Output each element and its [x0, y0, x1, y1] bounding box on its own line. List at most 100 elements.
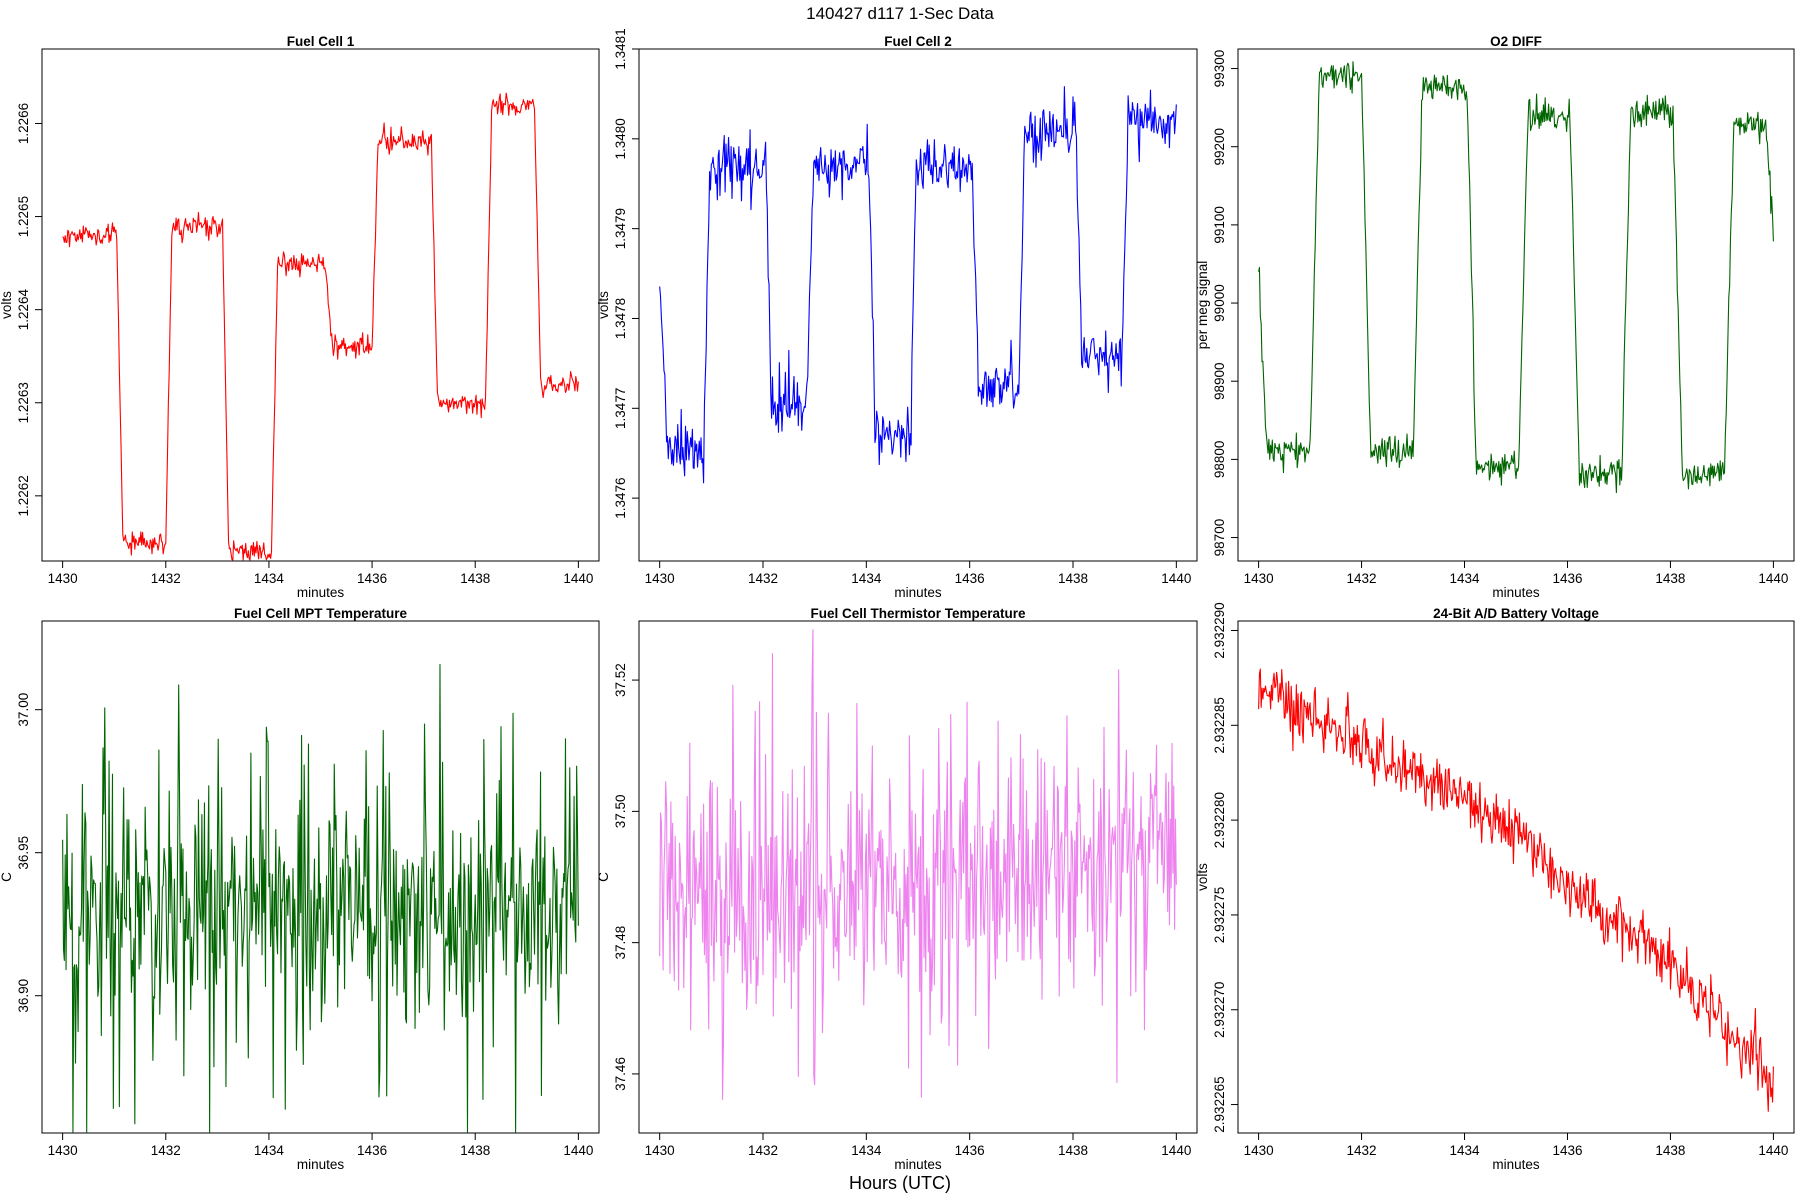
- x-tick-label: 1430: [48, 571, 78, 586]
- y-axis: 2.932265 2.932270 2.932275 2.932280 2.932285…: [1212, 602, 1238, 1133]
- y-tick-label: 1.3481: [613, 28, 628, 69]
- plot-frame: [41, 620, 600, 1134]
- y-tick-label: 98800: [1212, 441, 1227, 479]
- series-line: [62, 664, 579, 1133]
- x-tick-label: 1430: [1244, 571, 1274, 586]
- series-line: [659, 86, 1177, 484]
- x-tick-label: 1436: [955, 1143, 985, 1158]
- y-tick-label: 37.00: [16, 693, 31, 727]
- x-axis-label: minutes: [297, 1157, 345, 1172]
- panel-1: Fuel Cell 1 1430 1432 1434 1436 1438 1440 minut…: [0, 34, 600, 600]
- y-tick-label: 2.932285: [1212, 697, 1227, 753]
- panel-3: O2 DIFF 1430 1432 1434 1436 1438 1440 minutes 98…: [1195, 34, 1795, 600]
- y-axis: 1.3476 1.3477 1.3478 1.3479 1.3480 1.3481: [613, 28, 639, 519]
- x-tick-label: 1438: [1655, 571, 1685, 586]
- y-tick-label: 2.932290: [1212, 602, 1227, 658]
- x-tick-label: 1438: [1058, 1143, 1088, 1158]
- x-axis-label: minutes: [297, 585, 345, 600]
- x-axis-label: minutes: [1492, 1157, 1540, 1172]
- plot-frame: [638, 620, 1198, 1134]
- x-tick-label: 1440: [1161, 1143, 1191, 1158]
- x-tick-label: 1438: [1058, 571, 1088, 586]
- y-tick-label: 2.932270: [1212, 982, 1227, 1038]
- x-tick-label: 1432: [748, 571, 778, 586]
- y-tick-label: 98700: [1212, 519, 1227, 557]
- x-tick-label: 1434: [1449, 1143, 1480, 1158]
- series-line: [1258, 668, 1774, 1112]
- x-tick-label: 1434: [254, 571, 285, 586]
- x-tick-label: 1432: [1347, 571, 1377, 586]
- y-tick-label: 99300: [1212, 50, 1227, 88]
- y-axis: 36.90 36.95 37.00: [16, 693, 42, 1013]
- y-tick-label: 1.3480: [613, 118, 628, 159]
- panel-title: Fuel Cell 1: [287, 34, 355, 49]
- y-tick-label: 1.2262: [16, 475, 31, 516]
- x-tick-label: 1432: [748, 1143, 778, 1158]
- plot-frame: [1237, 620, 1795, 1134]
- y-axis: 98700 98800 98900 99000 99100 99200 99300: [1212, 50, 1238, 557]
- x-tick-label: 1430: [48, 1143, 78, 1158]
- x-tick-label: 1438: [460, 1143, 490, 1158]
- y-tick-label: 37.50: [613, 794, 628, 828]
- panel-title: Fuel Cell 2: [884, 34, 952, 49]
- y-axis-label: C: [0, 872, 14, 882]
- x-tick-label: 1430: [1244, 1143, 1274, 1158]
- y-axis-label: volts: [1195, 863, 1210, 891]
- x-tick-label: 1438: [460, 571, 490, 586]
- panel-grid: Fuel Cell 1 1430 1432 1434 1436 1438 1440 minut…: [0, 28, 1795, 1172]
- plot-frame: [638, 48, 1198, 562]
- x-tick-label: 1436: [1552, 1143, 1582, 1158]
- y-tick-label: 1.2263: [16, 382, 31, 423]
- x-tick-label: 1440: [563, 1143, 593, 1158]
- y-tick-label: 1.3476: [613, 477, 628, 518]
- x-axis: 1430 1432 1434 1436 1438 1440: [48, 1133, 593, 1158]
- x-axis-label: minutes: [894, 1157, 942, 1172]
- y-axis: 1.2262 1.2263 1.2264 1.2265 1.2266: [16, 103, 42, 516]
- y-tick-label: 1.2264: [16, 289, 31, 331]
- page-xlabel: Hours (UTC): [849, 1173, 951, 1193]
- x-tick-label: 1438: [1655, 1143, 1685, 1158]
- y-axis-label: C: [596, 872, 611, 882]
- y-tick-label: 37.48: [613, 926, 628, 960]
- series-line: [62, 92, 579, 561]
- y-tick-label: 1.2265: [16, 196, 31, 237]
- plot-frame: [1237, 48, 1795, 562]
- x-axis-label: minutes: [1492, 585, 1540, 600]
- x-tick-label: 1440: [563, 571, 593, 586]
- x-tick-label: 1436: [955, 571, 985, 586]
- x-tick-label: 1430: [645, 571, 675, 586]
- x-tick-label: 1440: [1161, 571, 1191, 586]
- series-line: [659, 629, 1177, 1100]
- y-tick-label: 2.932275: [1212, 887, 1227, 943]
- y-axis-label: volts: [0, 291, 14, 319]
- panel-title: Fuel Cell Thermistor Temperature: [810, 606, 1026, 621]
- y-tick-label: 36.90: [16, 979, 31, 1013]
- x-tick-label: 1430: [645, 1143, 675, 1158]
- x-tick-label: 1432: [151, 1143, 181, 1158]
- x-axis: 1430 1432 1434 1436 1438 1440: [1244, 561, 1788, 586]
- y-tick-label: 2.932280: [1212, 792, 1227, 848]
- x-tick-label: 1436: [357, 571, 387, 586]
- x-axis: 1430 1432 1434 1436 1438 1440: [645, 1133, 1191, 1158]
- y-tick-label: 98900: [1212, 362, 1227, 400]
- panel-title: O2 DIFF: [1490, 34, 1542, 49]
- y-axis-label: volts: [596, 291, 611, 319]
- y-tick-label: 2.932265: [1212, 1076, 1227, 1132]
- x-tick-label: 1434: [851, 571, 882, 586]
- x-tick-label: 1432: [151, 571, 181, 586]
- y-tick-label: 1.2266: [16, 103, 31, 144]
- x-tick-label: 1434: [1449, 571, 1480, 586]
- y-axis: 37.46 37.48 37.50 37.52: [613, 663, 639, 1091]
- x-axis: 1430 1432 1434 1436 1438 1440: [645, 561, 1191, 586]
- y-tick-label: 1.3479: [613, 208, 628, 249]
- y-tick-label: 37.46: [613, 1057, 628, 1091]
- x-axis: 1430 1432 1434 1436 1438 1440: [1244, 1133, 1788, 1158]
- y-tick-label: 99200: [1212, 128, 1227, 166]
- x-tick-label: 1436: [1552, 571, 1582, 586]
- x-tick-label: 1440: [1758, 571, 1788, 586]
- x-tick-label: 1432: [1347, 1143, 1377, 1158]
- plot-frame: [41, 48, 600, 562]
